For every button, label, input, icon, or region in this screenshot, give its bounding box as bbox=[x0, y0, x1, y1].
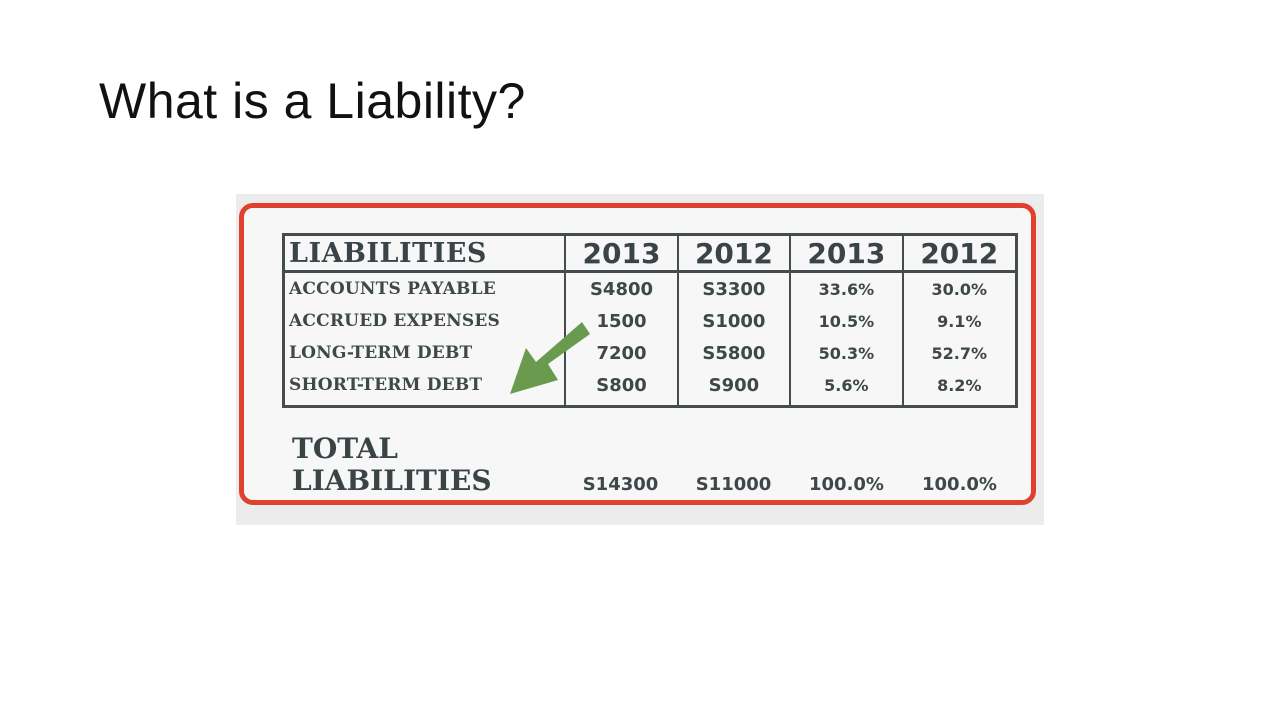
cell-2013-percent: 33.6% bbox=[789, 271, 903, 305]
row-label: ACCRUED EXPENSES bbox=[289, 311, 500, 331]
cell-2012-amount: S5800 bbox=[676, 337, 791, 369]
cell-2012-amount: S1000 bbox=[676, 305, 791, 337]
total-2013-percent: 100.0% bbox=[809, 474, 884, 495]
header-liabilities: LIABILITIES bbox=[285, 236, 566, 273]
liabilities-image: LIABILITIES 2013 2012 2013 2012 ACCOUNTS… bbox=[236, 194, 1044, 525]
header-2013-amount: 2013 bbox=[564, 236, 678, 273]
total-liabilities-label: TOTAL LIABILITIES bbox=[292, 433, 492, 497]
cell-2013-percent: 50.3% bbox=[789, 337, 903, 369]
table-row: LONG-TERM DEBT 7200 S5800 50.3% 52.7% bbox=[285, 337, 1015, 369]
header-2012-amount: 2012 bbox=[676, 236, 791, 273]
cell-2013-percent: 10.5% bbox=[789, 305, 903, 337]
table-row: SHORT-TERM DEBT S800 S900 5.6% 8.2% bbox=[285, 369, 1015, 407]
header-2012-percent: 2012 bbox=[901, 236, 1015, 273]
table-header-row: LIABILITIES 2013 2012 2013 2012 bbox=[285, 236, 1015, 273]
header-2013-percent: 2013 bbox=[789, 236, 903, 273]
cell-2013-amount: S800 bbox=[564, 369, 678, 407]
total-label-line2: LIABILITIES bbox=[292, 464, 492, 497]
total-label-line1: TOTAL bbox=[292, 432, 398, 465]
total-2012-amount: S11000 bbox=[695, 474, 772, 495]
cell-2013-amount: 1500 bbox=[564, 305, 678, 337]
red-frame: LIABILITIES 2013 2012 2013 2012 ACCOUNTS… bbox=[239, 203, 1036, 505]
cell-2012-percent: 8.2% bbox=[901, 369, 1015, 407]
total-2013-amount: S14300 bbox=[582, 474, 659, 495]
liabilities-table: LIABILITIES 2013 2012 2013 2012 ACCOUNTS… bbox=[282, 233, 1018, 408]
total-2012-percent: 100.0% bbox=[922, 474, 997, 495]
table-row: ACCOUNTS PAYABLE S4800 S3300 33.6% 30.0% bbox=[285, 271, 1015, 305]
slide-title: What is a Liability? bbox=[99, 73, 526, 129]
cell-2012-amount: S900 bbox=[676, 369, 791, 407]
cell-2012-percent: 9.1% bbox=[901, 305, 1015, 337]
cell-2012-percent: 30.0% bbox=[901, 271, 1015, 305]
cell-2012-percent: 52.7% bbox=[901, 337, 1015, 369]
cell-2013-amount: S4800 bbox=[564, 271, 678, 305]
cell-2012-amount: S3300 bbox=[676, 271, 791, 305]
cell-2013-percent: 5.6% bbox=[789, 369, 903, 407]
row-label: LONG-TERM DEBT bbox=[289, 343, 473, 363]
table-row: ACCRUED EXPENSES 1500 S1000 10.5% 9.1% bbox=[285, 305, 1015, 337]
green-arrow-icon bbox=[510, 322, 590, 394]
cell-2013-amount: 7200 bbox=[564, 337, 678, 369]
row-label: ACCOUNTS PAYABLE bbox=[289, 279, 496, 299]
row-label: SHORT-TERM DEBT bbox=[289, 375, 483, 395]
